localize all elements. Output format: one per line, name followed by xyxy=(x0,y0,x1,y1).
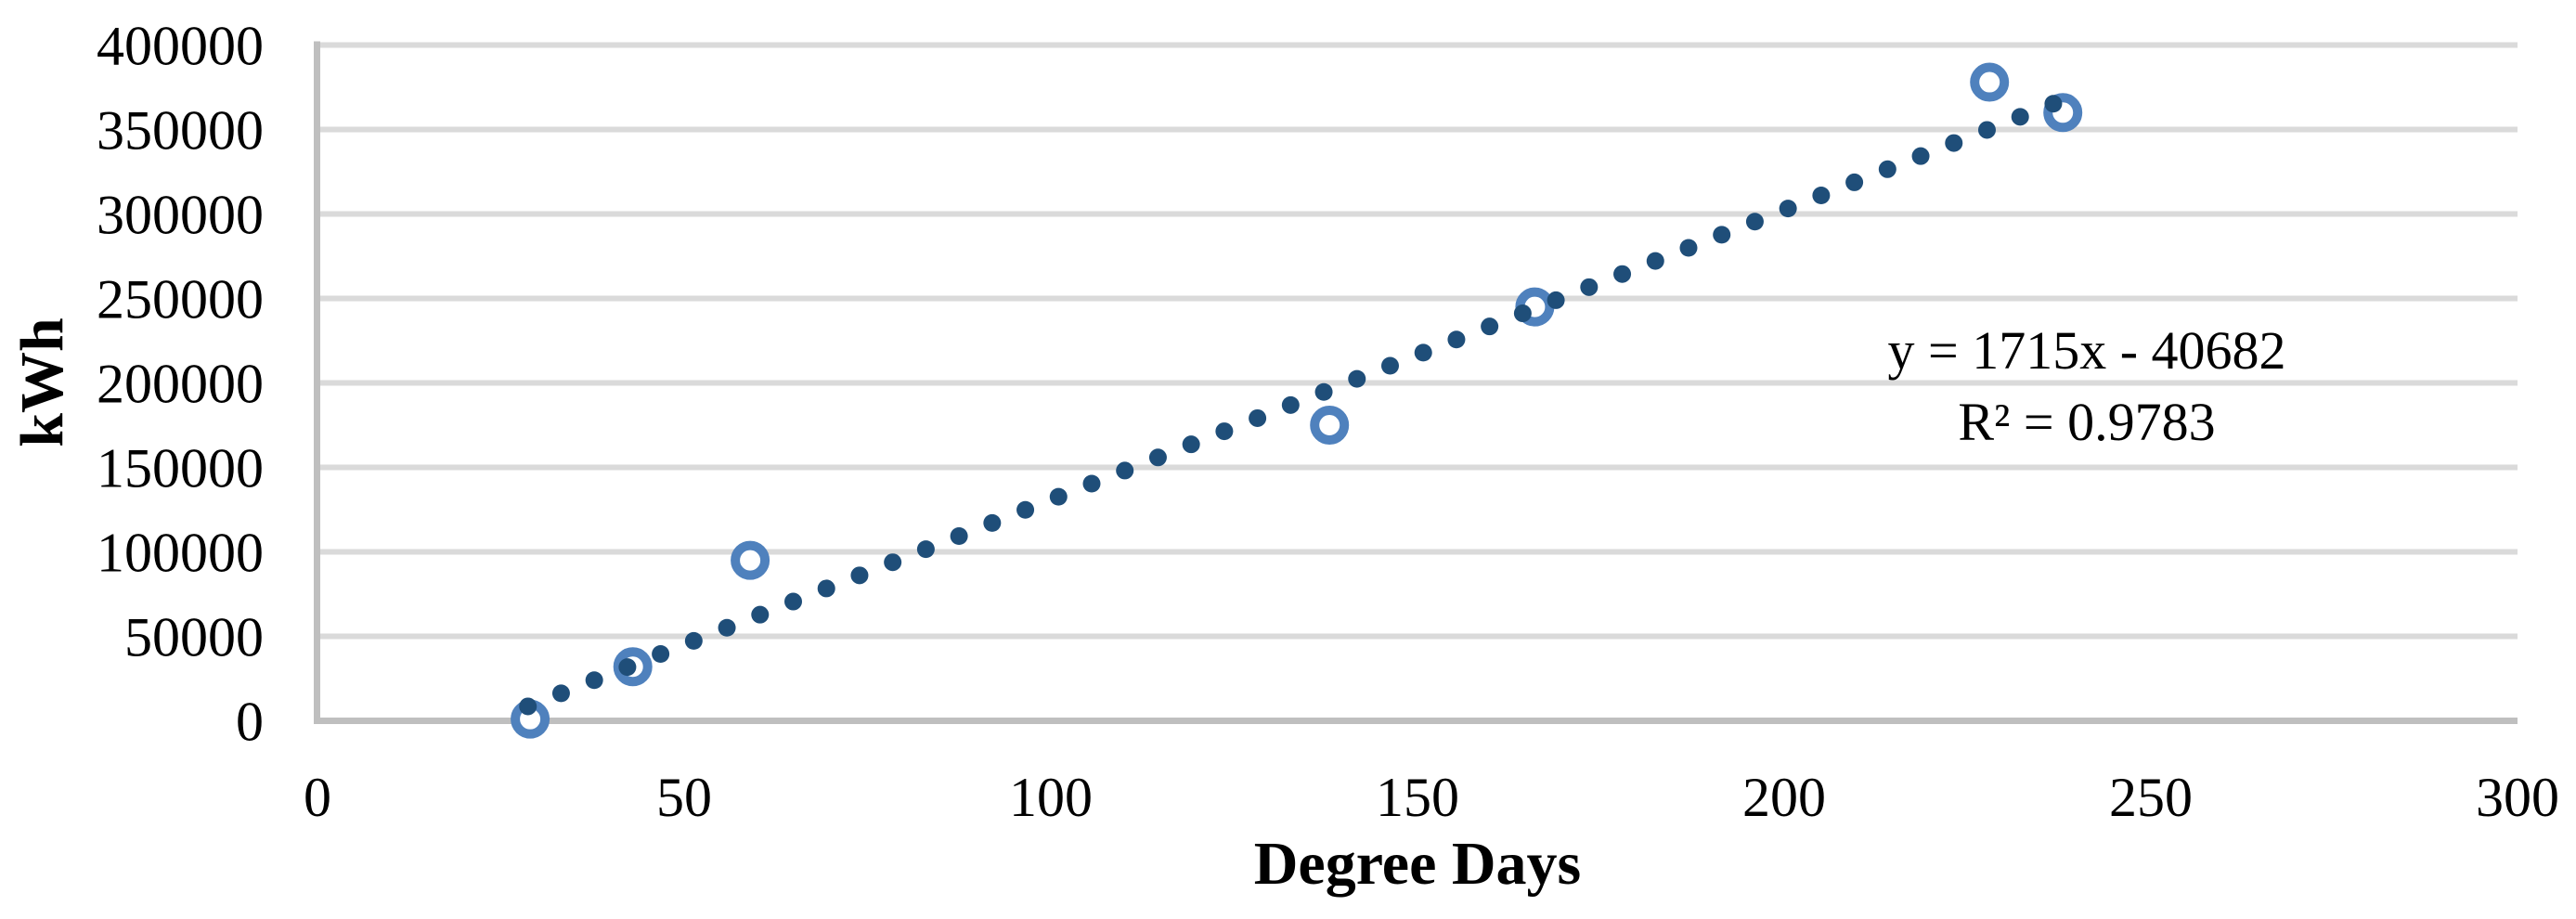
y-tick-label: 200000 xyxy=(97,354,264,415)
trendline-equation-label: y = 1715x - 40682 xyxy=(1887,320,2285,381)
trendline-dot xyxy=(1116,461,1134,480)
trendline-layer xyxy=(519,95,2063,716)
trendline-dot xyxy=(1679,239,1698,257)
trendline-dot xyxy=(718,618,736,637)
x-tick-label: 250 xyxy=(2109,767,2193,828)
y-tick-label: 50000 xyxy=(124,607,264,668)
trendline-dot xyxy=(1082,474,1101,493)
trendline-dot xyxy=(1049,487,1068,506)
trendline-dot xyxy=(585,671,603,690)
trendline-dot xyxy=(983,513,1002,532)
trendline-dot xyxy=(1580,278,1599,296)
trendline-dot xyxy=(1447,330,1466,349)
scatter-point xyxy=(1310,406,1350,445)
trendline-dot xyxy=(1182,435,1200,454)
y-tick-label: 300000 xyxy=(97,185,264,246)
scatter-point xyxy=(731,540,770,580)
trendline-dot xyxy=(1812,187,1831,205)
trendline-dot xyxy=(2044,95,2063,113)
trendline-dot xyxy=(784,592,803,611)
trendline-dot xyxy=(1945,134,1963,152)
trendline-dot xyxy=(1148,448,1167,467)
trendline-dot xyxy=(1513,304,1532,323)
y-tick-label: 350000 xyxy=(97,100,264,162)
trendline-dot xyxy=(1016,500,1035,519)
tick-labels-layer: 0 50000 100000 150000 200000 250000 300000 3500… xyxy=(97,16,2559,829)
trendline-dot xyxy=(1348,369,1366,388)
trendline-dot xyxy=(1314,382,1333,401)
trendline-dot xyxy=(652,645,670,664)
y-tick-label: 400000 xyxy=(97,16,264,77)
trendline-dot xyxy=(1249,408,1267,427)
x-tick-label: 0 xyxy=(304,767,331,828)
x-tick-label: 200 xyxy=(1742,767,1826,828)
trendline-dot xyxy=(1380,356,1399,375)
trendline-dot xyxy=(1613,265,1632,283)
trendline-dot xyxy=(751,605,770,624)
y-tick-label: 150000 xyxy=(97,438,264,499)
gridlines-layer xyxy=(315,42,2518,640)
trendline-dot xyxy=(2011,108,2029,126)
trendline-dot xyxy=(1745,213,1764,231)
trendline-dot xyxy=(519,697,537,716)
trendline-dot xyxy=(1646,252,1664,270)
trendline-dot xyxy=(1878,160,1896,178)
trendline-dot xyxy=(1281,395,1300,414)
trendline-r-squared-label: R² = 0.9783 xyxy=(1958,392,2215,452)
trendline-dot xyxy=(950,526,968,545)
x-tick-label: 300 xyxy=(2476,767,2559,828)
y-axis-title: kWh xyxy=(8,317,76,447)
trendline-dot xyxy=(1547,291,1565,309)
scatter-point xyxy=(1970,62,2010,102)
trendline-dot xyxy=(1845,173,1864,191)
trendline-dot xyxy=(817,579,835,598)
trendline-dot xyxy=(916,540,935,559)
trendline-dot xyxy=(618,658,637,677)
y-tick-label: 100000 xyxy=(97,523,264,584)
y-tick-label: 250000 xyxy=(97,269,264,330)
trendline-dot xyxy=(1713,226,1731,244)
trendline-dot xyxy=(1977,121,1996,139)
x-tick-label: 100 xyxy=(1009,767,1093,828)
y-tick-label: 0 xyxy=(236,692,264,753)
trendline-dot xyxy=(551,684,570,703)
x-axis-title: Degree Days xyxy=(1254,830,1582,898)
trendline-dot xyxy=(684,631,703,650)
trendline-dot xyxy=(1779,200,1797,218)
trendline-dot xyxy=(850,566,869,585)
trendline-dot xyxy=(1414,343,1432,362)
trendline-dot xyxy=(1911,147,1930,165)
x-tick-label: 50 xyxy=(656,767,712,828)
trendline-dot xyxy=(1481,317,1499,336)
x-tick-label: 150 xyxy=(1376,767,1459,828)
trendline-dot xyxy=(1215,422,1234,441)
axes-layer xyxy=(314,41,2518,724)
trendline-dot xyxy=(884,553,902,572)
